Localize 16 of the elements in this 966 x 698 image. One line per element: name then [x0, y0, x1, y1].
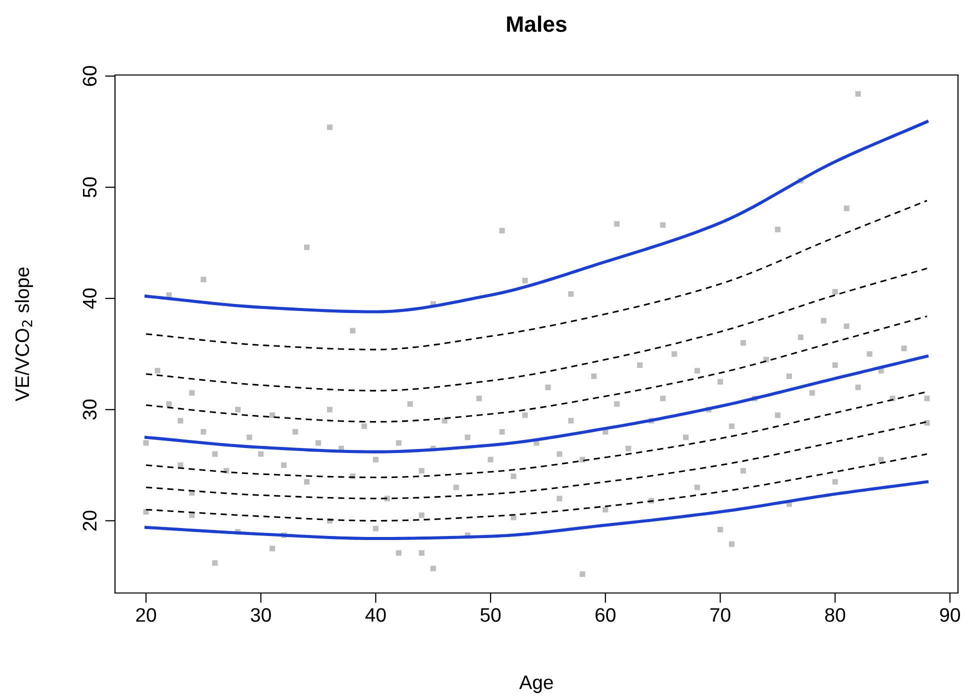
x-tick-label: 90: [940, 608, 960, 622]
y-tick-label: 40: [82, 288, 97, 309]
x-tick-label: 70: [710, 608, 730, 622]
chart-title: Males: [507, 16, 566, 32]
x-tick-label: 80: [825, 608, 846, 622]
y-tick-label: 30: [82, 400, 97, 420]
x-tick-label: 40: [365, 608, 386, 622]
y-tick-label: 60: [82, 66, 97, 86]
x-tick-label: 30: [250, 608, 271, 622]
y-axis-title: VE/VCO$_{2}$ slope: [14, 268, 33, 402]
y-tick-label: 50: [82, 177, 97, 198]
x-tick-label: 50: [480, 608, 501, 622]
y-tick-label: 20: [82, 510, 97, 531]
x-tick-label: 60: [596, 608, 616, 622]
x-tick-label: 20: [136, 608, 156, 622]
x-axis-title: Age: [519, 676, 553, 694]
